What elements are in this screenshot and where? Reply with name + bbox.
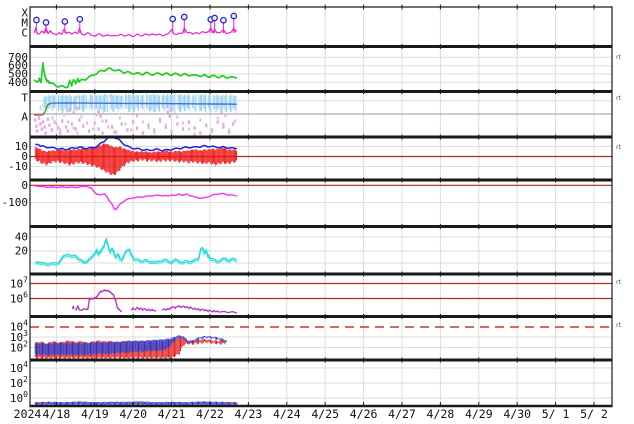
y-tick-label: 102 xyxy=(10,339,28,354)
flare-circle-marker xyxy=(33,16,40,24)
series-imf-bz xyxy=(34,143,238,176)
series-proton-blip xyxy=(71,305,75,310)
series-proton-seg2 xyxy=(130,306,157,312)
series-bottom-blue xyxy=(34,401,238,406)
y-tick-label: 103 xyxy=(10,329,28,344)
series-solar-wind-speed xyxy=(33,61,238,89)
date-tick-label: 4/24 xyxy=(273,407,301,421)
flare-circle-marker xyxy=(180,13,188,21)
date-tick-label: 4/20 xyxy=(119,407,147,421)
y-tick-label: 500 xyxy=(8,68,28,81)
series-electron-blue xyxy=(34,335,227,356)
right-margin-label: rt xyxy=(616,321,622,329)
series-alpha-pink-dots xyxy=(34,106,235,135)
series-temp-blue-line xyxy=(51,102,237,105)
x-axis-labels: 2024 4/18 4/19 4/20 4/21 4/22 4/23 4/24 4/25 4/26… xyxy=(14,407,608,421)
right-margin-label: rt xyxy=(616,278,622,286)
panel-frames xyxy=(29,4,613,408)
y-tick-label: 600 xyxy=(8,59,28,72)
date-tick-label: 5/ 1 xyxy=(542,407,570,421)
series-proton-event xyxy=(74,289,123,313)
y-tick-label: 100 xyxy=(10,390,28,405)
y-tick-label: 400 xyxy=(8,76,28,89)
y-tick-label: 700 xyxy=(8,51,28,64)
y-tick-label: A xyxy=(21,111,28,124)
year-label: 2024 xyxy=(14,407,42,421)
flare-event-markers xyxy=(33,12,238,33)
flare-circle-marker xyxy=(61,18,69,25)
horizontal-gridlines xyxy=(30,56,612,399)
date-tick-label: 4/29 xyxy=(465,407,493,421)
flare-circle-marker xyxy=(220,16,227,24)
date-tick-label: 4/22 xyxy=(196,407,224,421)
right-margin-label: rt xyxy=(616,143,622,151)
date-tick-label: 4/28 xyxy=(427,407,455,421)
y-tick-label: -10 xyxy=(8,160,28,173)
flare-circle-marker xyxy=(42,19,50,26)
date-tick-label: 4/19 xyxy=(81,407,109,421)
y-tick-label: 40 xyxy=(15,231,28,244)
reference-lines xyxy=(30,113,612,328)
flare-circle-marker xyxy=(169,15,177,23)
series-dst xyxy=(35,185,238,211)
y-tick-label: 102 xyxy=(10,375,28,390)
y-tick-label: M xyxy=(21,17,28,30)
y-tick-label: 107 xyxy=(10,275,28,290)
data-series xyxy=(33,12,238,406)
y-tick-label: 0 xyxy=(21,179,28,192)
y-tick-label: C xyxy=(21,27,28,40)
flare-circle-marker xyxy=(230,12,238,20)
right-margin-label: rt xyxy=(616,53,622,61)
flare-circle-marker xyxy=(76,15,84,23)
y-tick-label: 10 xyxy=(15,140,28,153)
y-tick-label: 20 xyxy=(15,245,28,258)
date-tick-label: 4/27 xyxy=(388,407,416,421)
series-rise-segment-olive xyxy=(42,102,52,116)
date-tick-label: 4/21 xyxy=(158,407,186,421)
series-density-cyan xyxy=(35,239,238,267)
y-tick-label: 104 xyxy=(10,360,28,375)
date-tick-label: 4/30 xyxy=(503,407,531,421)
y-tick-label: X xyxy=(21,7,28,20)
date-tick-label: 4/25 xyxy=(311,407,339,421)
date-tick-label: 4/23 xyxy=(235,407,263,421)
y-tick-label: -100 xyxy=(2,196,29,209)
series-imf-bt xyxy=(35,135,238,152)
right-margin-labels: rt rt rt rt rt xyxy=(616,53,622,329)
date-tick-label: 4/26 xyxy=(350,407,378,421)
series-density-cyan xyxy=(35,238,238,265)
series-goes-xray xyxy=(33,26,238,38)
date-tick-label: 4/18 xyxy=(43,407,71,421)
series-proton-seg3 xyxy=(161,304,238,314)
right-margin-label: rt xyxy=(616,94,622,102)
y-tick-label: 0 xyxy=(21,150,28,163)
y-tick-label: T xyxy=(21,92,28,105)
series-gray-dots xyxy=(51,94,236,136)
y-tick-label: 104 xyxy=(10,318,28,333)
y-axis-labels: XMC700600500400TA100-100-100402010710610… xyxy=(2,7,29,405)
y-tick-label: 106 xyxy=(10,290,28,305)
flare-circle-marker xyxy=(211,14,218,22)
date-tick-label: 5/ 2 xyxy=(580,407,608,421)
